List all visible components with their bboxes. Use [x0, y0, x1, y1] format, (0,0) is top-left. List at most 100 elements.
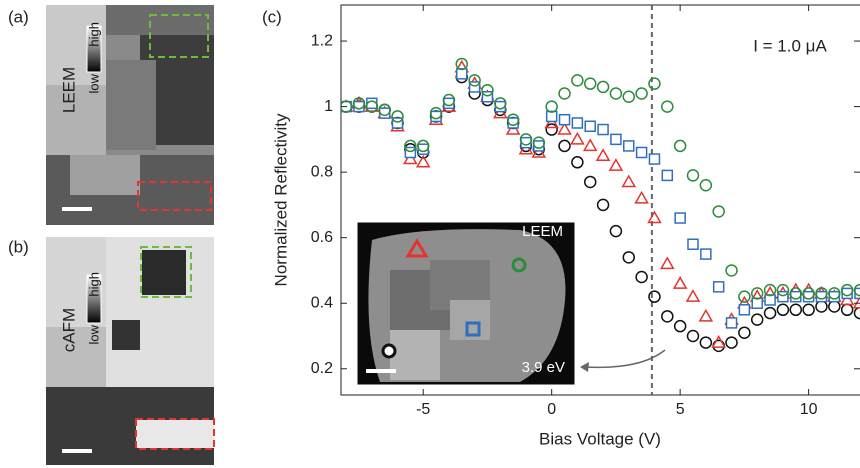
data-point — [673, 139, 687, 153]
data-point — [776, 303, 790, 317]
data-point — [660, 256, 675, 270]
data-point — [686, 329, 700, 343]
data-point — [802, 287, 815, 300]
data-point — [456, 68, 468, 80]
data-point — [545, 123, 558, 136]
data-point — [648, 153, 661, 165]
inset-energy: 3.9 eV — [522, 359, 565, 376]
data-point — [557, 122, 572, 135]
data-point — [712, 281, 725, 293]
inset — [356, 221, 576, 386]
data-point — [698, 308, 714, 322]
data-point — [815, 300, 828, 313]
data-point — [415, 154, 431, 168]
data-point — [699, 336, 713, 349]
data-point — [596, 198, 610, 212]
data-point — [852, 295, 860, 309]
data-point — [661, 100, 674, 113]
colorbar-high: high — [86, 22, 101, 47]
plot-area — [341, 5, 860, 395]
data-point — [853, 283, 860, 297]
leem-image — [46, 5, 214, 225]
data-point — [595, 148, 611, 162]
plot-frame — [340, 4, 860, 396]
y-axis-title: Normalized Reflectivity — [271, 113, 290, 286]
data-point — [738, 304, 751, 316]
data-point — [635, 87, 648, 100]
data-point — [725, 336, 738, 349]
data-point — [777, 290, 789, 303]
data-point — [622, 90, 636, 104]
data-point — [621, 174, 637, 188]
data-point — [597, 123, 609, 136]
y-tick-label: 1 — [324, 98, 333, 115]
panel-label: (c) — [262, 7, 282, 26]
data-point — [481, 83, 494, 97]
colorbar-low: low — [86, 324, 101, 344]
data-point — [493, 105, 508, 119]
data-point — [686, 169, 700, 182]
inset-label: LEEM — [522, 223, 563, 240]
data-point — [365, 100, 379, 113]
data-point — [661, 169, 674, 182]
colorbar-high: high — [86, 272, 101, 297]
data-point — [802, 303, 815, 317]
data-point — [699, 179, 713, 192]
data-point — [738, 290, 751, 303]
data-point — [853, 306, 860, 320]
data-point — [505, 122, 521, 135]
data-point — [583, 77, 597, 90]
data-point — [789, 287, 803, 300]
data-point — [839, 292, 855, 306]
data-point — [494, 97, 507, 110]
data-point — [776, 283, 790, 297]
data-point — [725, 317, 738, 329]
data-point — [635, 146, 648, 159]
data-point — [700, 248, 712, 260]
data-point — [442, 93, 456, 107]
data-point — [751, 297, 763, 309]
data-point — [648, 77, 661, 90]
data-point — [416, 139, 430, 153]
colorbar-low: low — [86, 73, 101, 93]
data-point — [545, 110, 558, 123]
image-label: cAFM — [59, 308, 78, 352]
data-point — [687, 238, 699, 250]
arrow-head — [580, 362, 589, 372]
data-point — [558, 139, 571, 153]
data-point — [519, 133, 533, 146]
data-point — [571, 156, 584, 169]
data-point — [750, 313, 764, 326]
data-point — [455, 57, 469, 71]
data-point — [584, 120, 596, 133]
data-point — [468, 74, 481, 87]
data-point — [558, 113, 571, 126]
panel-label: (b) — [8, 237, 29, 256]
data-point — [582, 138, 598, 152]
data-point — [672, 276, 688, 289]
y-tick-label: 0.2 — [311, 360, 333, 377]
data-point — [635, 270, 648, 284]
data-point — [609, 87, 623, 100]
image-label: LEEM — [59, 67, 78, 113]
x-tick-label: -5 — [416, 401, 430, 418]
data-point — [674, 212, 686, 224]
data-point — [481, 91, 494, 103]
data-point — [610, 133, 622, 146]
data-point — [404, 139, 417, 153]
data-point — [544, 115, 559, 129]
data-point — [828, 287, 841, 300]
data-point — [763, 306, 777, 320]
data-point — [750, 287, 764, 300]
cafm-image — [46, 237, 215, 465]
data-point — [429, 106, 443, 120]
data-point — [634, 190, 649, 204]
data-point — [518, 141, 534, 155]
data-point — [341, 100, 353, 113]
arrow — [584, 349, 666, 369]
data-point — [712, 205, 725, 218]
x-tick-label: 5 — [676, 401, 685, 418]
data-point — [673, 319, 687, 333]
data-point — [570, 131, 585, 145]
data-point — [725, 264, 738, 277]
